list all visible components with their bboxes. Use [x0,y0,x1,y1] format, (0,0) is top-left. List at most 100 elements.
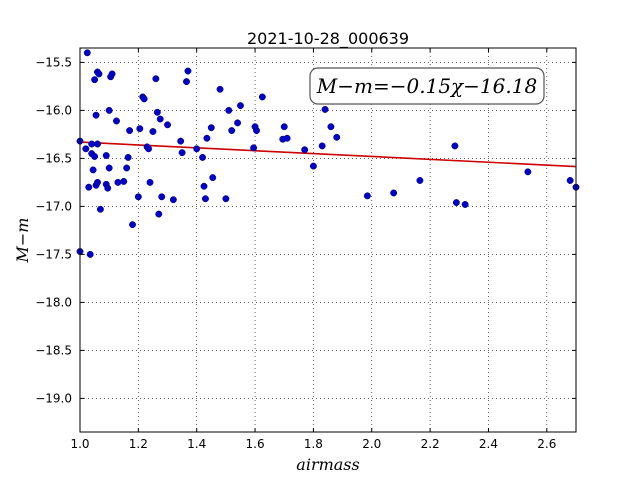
data-point [333,133,341,141]
y-tick-label: −19.0 [35,391,72,405]
data-point [250,144,258,152]
data-point [566,177,574,184]
y-tick-label: −17.0 [35,199,72,213]
y-tick-label: −15.5 [35,55,72,69]
grid [80,48,576,432]
annotation-box [309,67,545,105]
data-point [164,121,171,129]
scatter-points [76,49,580,258]
data-point [91,153,99,160]
axis-ticks: 1.0 1.2 1.4 1.6 1.8 2.0 2.2 2.4 2.6 −15.5 −16.0 −16… [35,48,576,451]
data-point [158,193,166,201]
x-tick-label: 1.0 [70,437,89,451]
data-point [153,108,161,116]
data-point [114,178,122,186]
data-point [134,193,142,201]
data-point [146,178,154,186]
data-point [193,145,201,153]
data-point [209,174,217,182]
data-point [105,106,113,114]
x-tick-label: 1.6 [246,437,265,451]
data-point [105,164,113,172]
data-point [169,196,177,204]
data-point [108,70,116,78]
data-point [82,145,90,153]
data-point [124,153,132,161]
data-point [178,149,186,157]
data-point [96,205,104,213]
data-point [177,137,185,145]
data-point [318,142,326,150]
data-point [113,117,120,125]
data-point [416,177,424,184]
data-point [140,95,148,103]
data-point [203,134,211,142]
data-point [451,142,459,150]
data-point [149,128,157,135]
data-point [200,182,208,190]
data-point [155,210,163,218]
y-tick-label: −16.5 [35,151,72,165]
data-point [156,115,164,123]
data-point [136,125,144,133]
data-point [327,123,335,131]
fit-line [79,141,577,168]
data-point [86,250,94,258]
data-point [237,102,244,110]
data-point [216,85,224,93]
x-tick-label: 2.6 [537,437,556,451]
x-tick-label: 2.4 [479,437,498,451]
data-point [102,152,110,159]
annotation-text: M−m=−0.15χ−16.18 [316,74,537,98]
fit-line-layer [79,141,577,168]
data-point [301,146,309,154]
data-point [129,221,136,229]
data-point [207,124,215,132]
data-point [202,195,209,203]
data-point [222,195,230,203]
y-tick-label: −18.5 [35,343,72,357]
data-point [280,123,288,131]
data-point [199,153,206,161]
data-point [225,106,233,114]
data-point [390,189,398,197]
x-tick-label: 1.8 [304,437,323,451]
x-tick-label: 1.4 [187,437,206,451]
data-point [92,111,100,119]
x-tick-label: 2.2 [421,437,440,451]
data-point [283,134,291,142]
data-point [228,127,236,135]
data-point [452,199,460,207]
data-point [183,78,190,86]
data-point [184,67,192,75]
data-point [83,49,91,57]
data-point [123,164,131,172]
data-point [253,127,260,135]
x-axis-label: airmass [296,455,359,474]
data-point [104,184,112,192]
data-point [363,192,371,200]
data-point [88,140,96,148]
x-tick-label: 1.2 [129,437,148,451]
data-point [120,177,128,185]
data-point [91,76,99,84]
y-tick-label: −17.5 [35,247,72,261]
data-point [94,178,101,186]
y-tick-label: −16.0 [35,103,72,117]
data-point [95,70,103,78]
data-point [321,105,329,113]
data-point [461,201,469,208]
y-tick-label: −18.0 [35,295,72,309]
data-point [152,75,160,83]
data-point [234,119,242,127]
fit-annotation: M−m=−0.15χ−16.18 [309,67,545,105]
x-tick-label: 2.0 [362,437,381,451]
data-point [85,183,93,191]
data-point [145,145,153,153]
plot-area [79,47,577,433]
data-point [309,162,317,170]
chart-title: 2021-10-28_000639 [247,29,409,49]
y-axis-label: M−m [13,218,32,264]
data-point [524,168,532,176]
